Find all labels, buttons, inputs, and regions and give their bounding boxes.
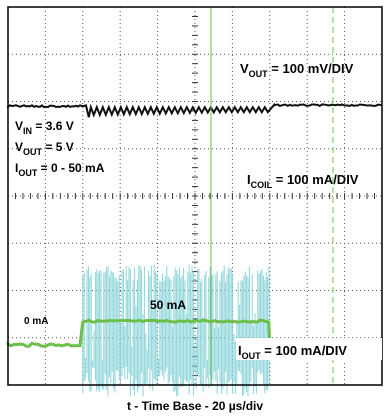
- vin-label: VIN = 3.6 V: [15, 119, 74, 136]
- plot-frame: [7, 6, 383, 386]
- fifty-ma-label: 50 mA: [150, 298, 186, 312]
- zero-ma-label: 0 mA: [24, 316, 48, 327]
- iout-scale-label: IOUT = 100 mA/DIV: [238, 343, 347, 361]
- iout-scale-label-bg: [236, 338, 382, 360]
- vout-trace: [7, 102, 383, 118]
- traces: [6, 7, 383, 397]
- iout-range-label: IOUT = 0 - 50 mA: [15, 161, 105, 178]
- vout-label: VOUT = 5 V: [15, 140, 74, 157]
- vout-scale-label: VOUT = 100 mV/DIV: [240, 61, 354, 79]
- graticule: [7, 6, 383, 386]
- icoil-scale-label: ICOIL = 100 mA/DIV: [247, 172, 359, 190]
- x-axis-label: t - Time Base - 20 µs/div: [127, 399, 263, 413]
